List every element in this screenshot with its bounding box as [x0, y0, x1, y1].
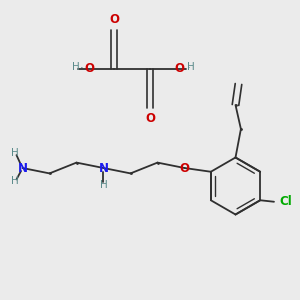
Text: O: O	[85, 62, 94, 76]
Text: O: O	[175, 62, 184, 76]
Text: O: O	[179, 161, 190, 175]
Text: ·: ·	[187, 62, 191, 76]
Text: Cl: Cl	[279, 195, 292, 208]
Text: O: O	[109, 14, 119, 26]
Text: ·: ·	[80, 62, 84, 76]
Text: H: H	[11, 148, 19, 158]
Text: N: N	[17, 161, 28, 175]
Text: O: O	[145, 112, 155, 124]
Text: H: H	[72, 62, 80, 73]
Text: H: H	[100, 179, 107, 190]
Text: H: H	[188, 62, 195, 73]
Text: H: H	[11, 176, 19, 187]
Text: N: N	[98, 161, 109, 175]
